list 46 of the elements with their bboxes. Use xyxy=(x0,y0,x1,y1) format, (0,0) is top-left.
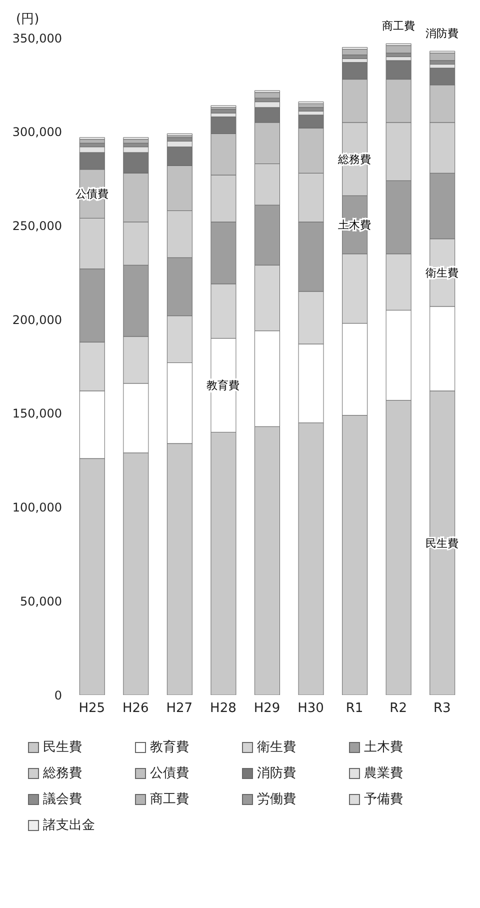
legend-label: 労働費 xyxy=(257,791,296,808)
x-tick-label: H26 xyxy=(122,701,149,716)
x-tick-label: H27 xyxy=(166,701,193,716)
annotation: 教育費 xyxy=(206,379,240,392)
x-tick-label: H28 xyxy=(210,701,236,716)
bar xyxy=(123,139,149,144)
text: 商工費 xyxy=(382,20,415,33)
legend-label: 総務費 xyxy=(43,765,82,782)
y-tick-label: 50,000 xyxy=(20,594,62,608)
annotation: 消防費 xyxy=(426,27,459,40)
x-tick-label: R3 xyxy=(433,701,451,716)
legend-label: 公債費 xyxy=(150,765,189,782)
bar xyxy=(386,45,412,54)
x-tick-label: H30 xyxy=(298,701,324,716)
bar xyxy=(430,52,456,61)
annotation: 公債費 xyxy=(75,188,108,201)
y-tick-label: 100,000 xyxy=(12,500,62,515)
bar xyxy=(298,103,324,108)
annotation: 衛生費 xyxy=(426,266,459,280)
x-tick-label: H29 xyxy=(254,701,280,716)
y-tick-label: 0 xyxy=(54,688,62,702)
x-tick-label: R2 xyxy=(390,701,407,716)
legend-label: 民生費 xyxy=(43,739,82,756)
bar xyxy=(254,92,280,98)
y-tick-label: 350,000 xyxy=(12,31,62,46)
y-tick-label: 300,000 xyxy=(12,125,62,140)
legend-label: 商工費 xyxy=(150,791,189,808)
bar xyxy=(210,109,236,114)
legend-label: 議会費 xyxy=(43,791,82,808)
legend-label: 農業費 xyxy=(364,765,403,782)
bar xyxy=(342,49,368,56)
legend-label: 諸支出金 xyxy=(43,817,95,834)
x-tick-label: R1 xyxy=(346,701,364,716)
legend-label: 教育費 xyxy=(150,738,189,756)
legend-label: 予備費 xyxy=(364,791,403,808)
bar xyxy=(79,139,105,144)
y-axis-title: (円) xyxy=(16,11,40,28)
legend-label: 消防費 xyxy=(257,765,296,782)
y-tick-label: 150,000 xyxy=(12,406,62,421)
legend-label: 土木費 xyxy=(364,739,403,756)
legend-label: 衛生費 xyxy=(257,739,296,756)
y-tick-label: 200,000 xyxy=(12,312,62,327)
annotation: 総務費 xyxy=(337,152,372,166)
y-tick-label: 250,000 xyxy=(12,218,62,233)
x-tick-label: H25 xyxy=(78,701,106,716)
annotation: 民生費 xyxy=(426,536,459,550)
